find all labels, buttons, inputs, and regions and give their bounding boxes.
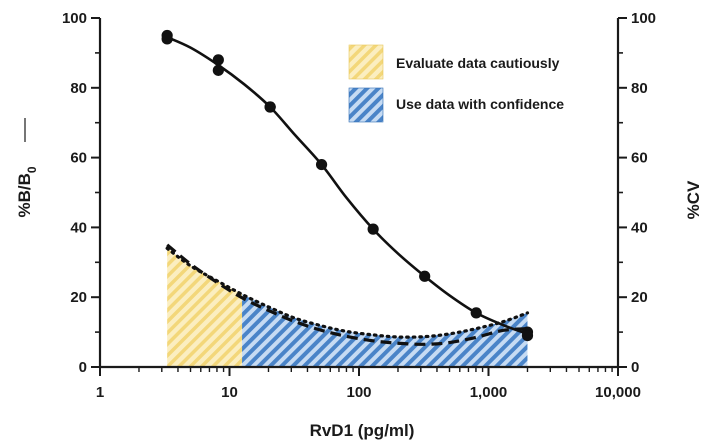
- curves: [165, 36, 530, 346]
- x-tick-label: 10: [221, 384, 238, 401]
- standard-point: [161, 33, 173, 45]
- svg-text:%B/B0: %B/B0: [15, 166, 39, 217]
- y-axis-right-title: %CV: [684, 180, 703, 219]
- standard-fit-curve: [166, 36, 528, 336]
- cv-curve-dashed: [166, 243, 528, 346]
- y-left-tick-label: 20: [70, 289, 87, 306]
- y-right-tick-label: 0: [631, 359, 639, 376]
- y-right-tick-label: 100: [631, 10, 656, 27]
- standard-point: [521, 329, 534, 342]
- y-left-tick-label: 40: [70, 219, 87, 236]
- legend-label-confidence: Use data with confidence: [396, 96, 564, 112]
- legend: Evaluate data cautiously Use data with c…: [348, 44, 564, 123]
- legend-label-caution: Evaluate data cautiously: [396, 55, 560, 71]
- y-right-tick-label: 40: [631, 219, 648, 236]
- tick-marks: [91, 17, 627, 376]
- x-tick-label: 10,000: [595, 384, 641, 401]
- y-left-tick-label: 100: [62, 10, 87, 27]
- y-right-tick-label: 60: [631, 150, 648, 167]
- y-axis-left-title-sub: 0: [25, 166, 39, 173]
- region-evaluate-cautiously: [167, 248, 243, 367]
- x-tick-label: 1: [96, 384, 104, 401]
- y-left-tick-label: 80: [70, 80, 87, 97]
- standard-point: [470, 307, 482, 319]
- legend-swatch-caution: [348, 44, 384, 80]
- tick-labels: 0 0 20 20 40 40 60 60 80 80 100 100 1 10 100 1,000 10,00…: [62, 10, 656, 401]
- standard-point: [367, 223, 379, 235]
- standard-point: [212, 54, 224, 66]
- standard-points: [161, 29, 534, 342]
- x-tick-label: 100: [346, 384, 371, 401]
- standard-point: [212, 64, 224, 76]
- x-tick-label: 1,000: [470, 384, 508, 401]
- y-axis-right-title-text: %CV: [684, 180, 703, 219]
- y-right-tick-label: 20: [631, 289, 648, 306]
- y-axis-left-title-main: %B/B: [15, 173, 34, 217]
- standard-point: [419, 270, 431, 282]
- x-axis-title: RvD1 (pg/ml): [310, 421, 415, 440]
- y-right-tick-label: 80: [631, 80, 648, 97]
- standard-point: [264, 101, 276, 113]
- y-left-tick-label: 60: [70, 150, 87, 167]
- y-left-tick-label: 0: [79, 359, 87, 376]
- legend-swatch-confidence: [348, 87, 384, 123]
- standard-point: [315, 158, 328, 171]
- y-axis-left-title: %B/B0: [15, 118, 39, 218]
- shaded-regions: [167, 248, 528, 367]
- region-use-with-confidence: [242, 294, 528, 367]
